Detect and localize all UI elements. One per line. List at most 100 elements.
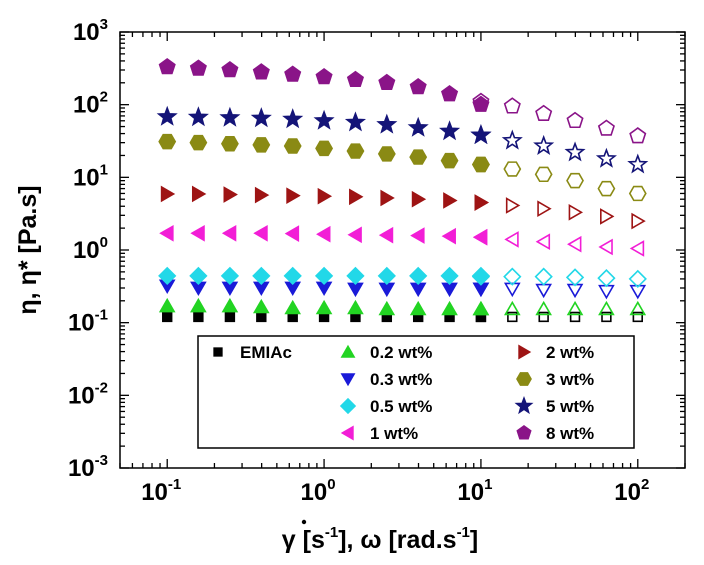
data-point-osc — [538, 311, 549, 323]
data-point-steady — [440, 152, 459, 169]
data-point-osc — [628, 185, 647, 202]
data-point-steady — [472, 228, 488, 246]
data-point-osc — [535, 283, 552, 299]
data-point-osc — [472, 228, 488, 246]
data-point-osc — [472, 300, 490, 316]
series-3 — [158, 266, 647, 289]
data-point-steady — [347, 299, 364, 315]
data-point-steady — [193, 311, 204, 323]
data-point-steady — [191, 185, 207, 203]
x-tick-label: 100 — [301, 476, 336, 506]
data-markers — [156, 57, 649, 323]
data-point-steady — [441, 227, 456, 245]
data-point-steady — [347, 226, 362, 244]
series-7 — [156, 105, 649, 174]
data-point-osc — [535, 233, 551, 251]
data-point-osc — [503, 282, 521, 298]
data-point-osc — [598, 300, 615, 316]
data-point-steady — [439, 120, 461, 141]
y-tick-label: 101 — [73, 161, 108, 191]
data-point-osc — [629, 127, 647, 144]
data-point-steady — [220, 266, 240, 286]
data-point-osc — [566, 111, 584, 129]
data-point-steady — [160, 185, 176, 203]
data-point-steady — [159, 224, 174, 242]
data-point-osc — [566, 172, 584, 189]
data-point-steady — [190, 297, 207, 313]
legend-label: 3 wt% — [546, 370, 594, 389]
x-tick-label: 102 — [614, 476, 649, 506]
data-point-osc — [472, 156, 490, 173]
data-point-steady — [158, 57, 176, 75]
data-point-steady — [378, 73, 396, 91]
data-point-osc — [565, 268, 585, 287]
x-tick-label: 10-1 — [141, 476, 181, 506]
legend-label: 0.3 wt% — [370, 370, 432, 389]
series-6 — [158, 133, 647, 202]
data-point-steady — [158, 297, 176, 313]
data-point-osc — [629, 284, 647, 300]
data-point-osc — [628, 269, 647, 289]
data-point-osc — [568, 204, 584, 221]
legend-label: 0.5 wt% — [370, 397, 432, 416]
data-point-steady — [219, 106, 241, 127]
data-point-steady — [315, 140, 333, 157]
legend-marker — [339, 397, 357, 415]
data-point-steady — [284, 65, 302, 82]
data-point-steady — [411, 190, 427, 208]
x-axis-title-gamma: γ — [282, 526, 296, 554]
data-point-steady — [190, 224, 205, 242]
data-point-steady — [443, 192, 458, 209]
data-point-steady — [377, 266, 396, 286]
data-point-steady — [346, 70, 364, 88]
legend: EMIAc 0.2 wt% 0.3 wt% 0.5 wt% 1 wt% 2 wt% 3 wt… — [197, 335, 635, 449]
x-axis-title-part1: [s — [296, 526, 325, 554]
y-tick-label: 10-2 — [68, 379, 108, 409]
data-point-steady — [158, 133, 177, 150]
data-point-osc — [471, 267, 491, 286]
legend-marker — [516, 372, 532, 386]
data-point-osc — [470, 124, 492, 145]
data-point-osc — [474, 194, 489, 211]
data-point-steady — [344, 111, 366, 132]
data-point-steady — [253, 224, 268, 242]
x-axis-title-part3: ] — [470, 526, 478, 554]
data-point-osc — [632, 311, 643, 323]
data-point-steady — [256, 311, 267, 323]
legend-label: 0.2 wt% — [370, 343, 432, 362]
y-tick-label: 10-3 — [68, 452, 108, 482]
y-tick-label: 103 — [73, 16, 108, 46]
data-point-osc — [535, 104, 553, 122]
series-8 — [158, 57, 647, 144]
data-point-steady — [407, 116, 429, 137]
data-point-osc — [503, 300, 521, 316]
data-point-osc — [505, 197, 521, 214]
series-4 — [159, 224, 645, 257]
data-point-steady — [283, 266, 302, 286]
data-point-steady — [252, 266, 271, 286]
data-point-osc — [595, 147, 617, 168]
data-point-steady — [313, 109, 335, 130]
data-point-steady — [189, 134, 208, 151]
data-point-osc — [567, 235, 582, 253]
legend-label: 5 wt% — [546, 397, 594, 416]
data-point-steady — [284, 225, 300, 242]
data-point-steady — [347, 282, 364, 298]
data-point-steady — [349, 188, 364, 206]
legend-label: 8 wt% — [546, 424, 594, 443]
legend-marker — [340, 344, 356, 358]
legend-marker — [518, 344, 532, 360]
data-point-steady — [474, 194, 489, 211]
data-point-steady — [315, 68, 333, 85]
x-axis-title-sup1: -1 — [325, 524, 338, 541]
data-point-steady — [220, 136, 239, 152]
data-point-steady — [252, 63, 270, 80]
data-point-steady — [254, 186, 270, 204]
x-axis-title: γ [s-1], ω [rad.s-1] — [282, 524, 478, 554]
data-point-steady — [189, 266, 208, 286]
data-point-osc — [597, 269, 616, 288]
legend-marker — [340, 373, 356, 387]
x-axis-title-part2: ], ω [rad.s — [338, 526, 456, 554]
tick-labels: 10-1 100 101 102 10-3 10-2 10-1 100 101 102 103 — [68, 16, 649, 506]
data-point-osc — [629, 240, 645, 257]
